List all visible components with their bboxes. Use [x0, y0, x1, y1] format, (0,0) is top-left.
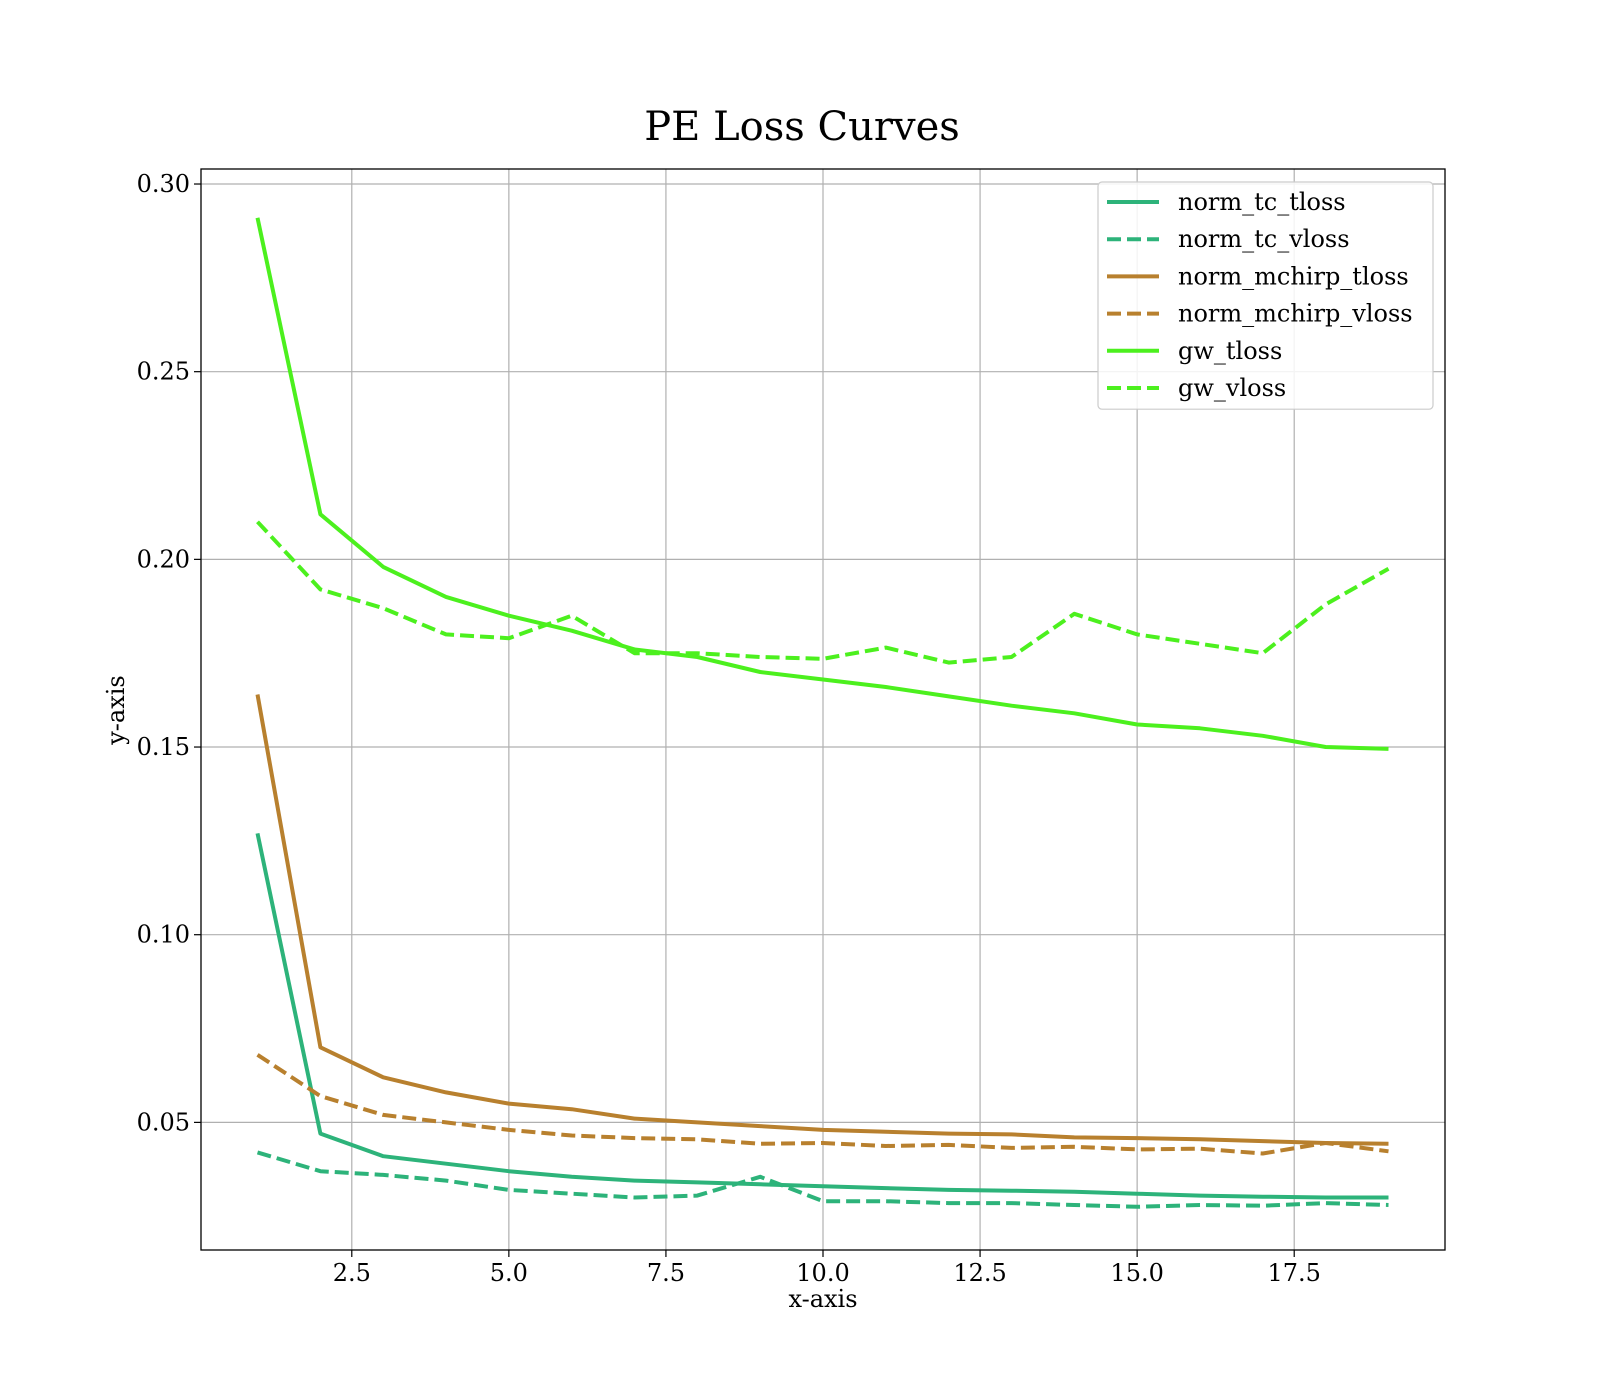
- x-tick-label: 17.5: [1267, 1259, 1320, 1287]
- y-tick-label: 0.30: [137, 170, 190, 198]
- x-tick-label: 10.0: [796, 1259, 849, 1287]
- x-tick-label: 2.5: [333, 1259, 371, 1287]
- y-tick-label: 0.15: [137, 733, 190, 761]
- y-tick-label: 0.05: [137, 1108, 190, 1136]
- x-tick-label: 15.0: [1110, 1259, 1163, 1287]
- legend-label: gw_vloss: [1178, 374, 1286, 402]
- y-tick-label: 0.20: [137, 545, 190, 573]
- x-tick-label: 5.0: [490, 1259, 528, 1287]
- chart-title: PE Loss Curves: [644, 104, 960, 150]
- series-line-norm-mchirp-tloss: [255, 694, 1389, 1146]
- legend-box: [1097, 181, 1434, 410]
- y-tick-label: 0.10: [137, 921, 190, 949]
- legend: norm_tc_tloss norm_tc_vloss norm_mchirp_tl…: [1097, 181, 1434, 410]
- series-line-gw-vloss: [256, 520, 1390, 665]
- y-axis-label: y-axis: [102, 675, 130, 746]
- legend-label: norm_mchirp_tloss: [1178, 262, 1409, 290]
- legend-label: gw_tloss: [1178, 337, 1282, 365]
- series-lines: [255, 217, 1390, 1209]
- legend-label: norm_mchirp_vloss: [1178, 300, 1413, 328]
- x-tick-label: 12.5: [953, 1259, 1006, 1287]
- axis-ticks: 2.5 5.0 7.5 10.0 12.5 15.0 17.5 0.05 0.10 0.15 0.2…: [137, 170, 1321, 1287]
- series-line-norm-tc-vloss: [256, 1150, 1389, 1209]
- legend-label: norm_tc_vloss: [1178, 225, 1350, 253]
- series-line-gw-tloss: [255, 217, 1389, 751]
- series-line-norm-mchirp-vloss: [256, 1053, 1389, 1156]
- x-axis-label: x-axis: [788, 1285, 857, 1313]
- series-line-norm-tc-tloss: [255, 832, 1389, 1200]
- x-tick-label: 7.5: [647, 1259, 685, 1287]
- legend-label: norm_tc_tloss: [1178, 188, 1346, 216]
- y-tick-label: 0.25: [137, 358, 190, 386]
